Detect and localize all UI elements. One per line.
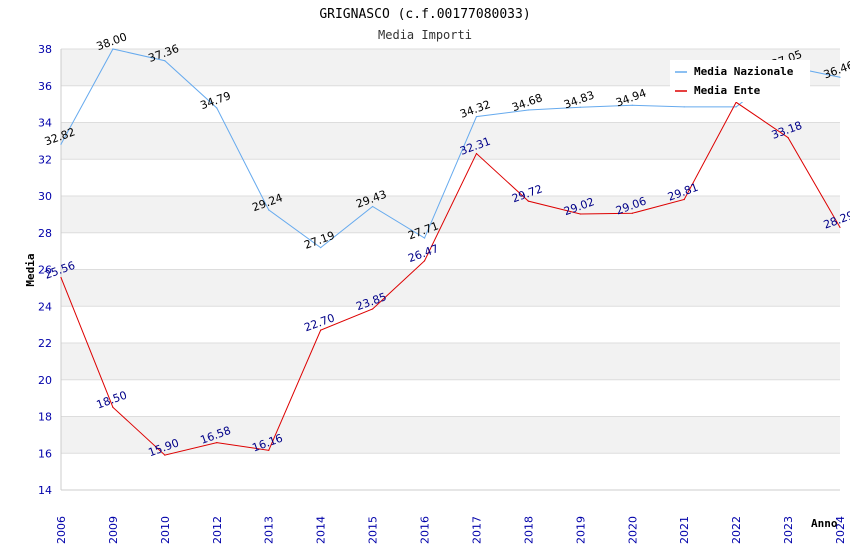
x-tick-label: 2013 [263, 516, 276, 544]
data-point [683, 198, 685, 201]
y-tick-label: 32 [38, 153, 52, 166]
legend-box [670, 60, 810, 102]
x-tick-label: 2024 [834, 516, 847, 544]
series-line [60, 101, 841, 456]
data-point [475, 116, 478, 118]
data-point [268, 449, 270, 451]
data-point [112, 406, 114, 408]
data-label: 34.32 [458, 98, 492, 121]
chart-subtitle: Media Importi [378, 28, 472, 42]
legend: Media Nazionale Media Ente [670, 60, 810, 102]
data-point [631, 212, 633, 214]
chart-title: GRIGNASCO (c.f.00177080033) [319, 7, 530, 22]
data-label: 34.79 [199, 89, 233, 112]
y-tick-label: 28 [38, 227, 52, 240]
data-point [423, 260, 426, 262]
y-tick-label: 14 [38, 484, 52, 497]
data-point [164, 60, 166, 62]
data-point [423, 237, 426, 239]
x-tick-label: 2010 [159, 516, 172, 544]
x-tick-label: 2014 [315, 516, 328, 544]
gridlines [60, 48, 840, 491]
x-axis: 2006 2009 2010 2012 2013 2014 2015 2016 2017 2018… [55, 516, 847, 544]
x-tick-label: 2009 [107, 516, 120, 544]
plot-band [61, 343, 840, 380]
data-point [579, 106, 581, 108]
x-tick-label: 2019 [574, 516, 587, 544]
y-axis-label: Media [24, 253, 37, 286]
data-point [527, 109, 530, 111]
y-tick-label: 30 [38, 190, 52, 203]
plot-band [61, 122, 840, 160]
plot-band [61, 196, 840, 233]
y-axis: 14 16 18 20 22 24 26 28 30 32 34 36 38 [38, 43, 52, 497]
data-point [60, 143, 62, 145]
y-tick-label: 24 [38, 300, 52, 313]
x-tick-label: 2020 [626, 516, 639, 544]
series-line [60, 48, 841, 249]
plot-bands [61, 49, 840, 454]
data-point [60, 276, 62, 279]
y-tick-label: 16 [38, 447, 52, 460]
series-lines [60, 48, 841, 456]
data-point [216, 107, 218, 109]
x-tick-label: 2018 [522, 516, 535, 544]
data-point [683, 106, 685, 108]
data-label: 34.68 [510, 91, 544, 114]
y-tick-label: 38 [38, 43, 52, 56]
data-label: 22.70 [302, 311, 336, 334]
legend-label-ente: Media Ente [694, 84, 761, 97]
y-tick-label: 22 [38, 337, 52, 350]
data-point [527, 200, 530, 202]
data-point [164, 454, 166, 456]
x-tick-label: 2023 [782, 516, 795, 544]
data-point [372, 308, 374, 310]
data-point [216, 441, 218, 444]
data-point [839, 76, 841, 78]
plot-band [61, 269, 840, 307]
data-point [579, 213, 581, 215]
data-point [839, 226, 841, 229]
x-tick-label: 2012 [211, 516, 224, 544]
data-point [631, 104, 633, 106]
x-tick-label: 2015 [367, 516, 380, 544]
y-tick-label: 20 [38, 374, 52, 387]
y-tick-label: 34 [38, 117, 52, 130]
y-tick-label: 26 [38, 264, 52, 277]
x-tick-label: 2022 [730, 516, 743, 544]
legend-label-nazionale: Media Nazionale [694, 65, 794, 78]
data-point [320, 329, 322, 331]
x-tick-label: 2016 [419, 516, 432, 544]
data-point [787, 136, 789, 139]
x-tick-label: 2021 [678, 516, 691, 544]
data-point [475, 152, 478, 155]
data-point [320, 247, 322, 249]
plot-band [61, 416, 840, 454]
data-label: 34.83 [562, 88, 596, 111]
data-label: 18.50 [95, 389, 129, 412]
data-point [112, 48, 114, 50]
data-point [735, 106, 737, 108]
y-tick-label: 18 [38, 411, 52, 424]
x-tick-label: 2006 [55, 516, 68, 544]
x-tick-label: 2017 [470, 516, 483, 544]
y-tick-label: 36 [38, 80, 52, 93]
data-point [268, 209, 270, 211]
data-point [372, 205, 374, 208]
x-axis-label: Anno [811, 517, 838, 530]
